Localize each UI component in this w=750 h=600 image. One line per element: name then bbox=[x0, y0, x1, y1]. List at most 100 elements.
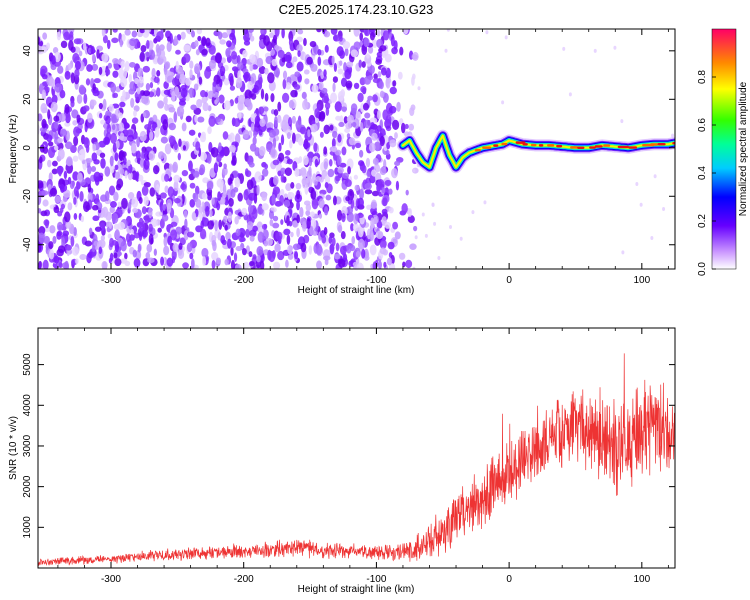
heatmap-cell bbox=[318, 112, 326, 122]
heatmap-cell bbox=[369, 244, 377, 256]
heatmap-cell bbox=[111, 240, 118, 246]
heatmap-cell bbox=[397, 71, 403, 80]
heatmap-cell bbox=[344, 179, 352, 187]
heatmap-cell bbox=[283, 228, 291, 236]
heatmap-cell bbox=[51, 168, 58, 175]
heatmap-cell bbox=[371, 39, 378, 48]
heatmap-cell bbox=[124, 252, 128, 260]
heatmap-cell bbox=[229, 85, 236, 91]
heatmap-cell bbox=[163, 96, 168, 106]
heatmap-cell bbox=[130, 143, 137, 154]
heatmap-cell bbox=[235, 228, 241, 237]
heatmap-cell bbox=[376, 109, 381, 120]
heatmap-cell bbox=[94, 226, 102, 232]
heatmap-cell bbox=[417, 86, 421, 91]
heatmap-cell bbox=[369, 32, 375, 41]
heatmap-cell bbox=[85, 157, 93, 164]
heatmap-cell bbox=[306, 217, 311, 230]
heatmap-cell bbox=[662, 206, 666, 211]
heatmap-cell bbox=[211, 252, 219, 261]
heatmap-cell bbox=[169, 33, 173, 44]
heatmap-cell bbox=[164, 173, 170, 182]
heatmap-cell bbox=[254, 171, 262, 183]
heatmap-cell bbox=[104, 68, 111, 76]
heatmap-cell bbox=[220, 195, 226, 205]
heatmap-cell bbox=[320, 71, 325, 80]
heatmap-cell bbox=[201, 131, 206, 139]
heatmap-cell bbox=[245, 228, 251, 238]
heatmap-cell bbox=[351, 236, 356, 245]
heatmap-cell bbox=[318, 81, 324, 91]
heatmap-cell bbox=[182, 262, 189, 269]
heatmap-cell bbox=[314, 108, 320, 118]
heatmap-cell bbox=[52, 160, 58, 167]
colorbar: 0.0 0.2 0.4 0.6 0.8 Normalized spectral ampl… bbox=[697, 28, 749, 276]
heatmap-cell bbox=[229, 173, 234, 182]
heatmap-cells bbox=[38, 29, 675, 269]
heatmap-cell bbox=[78, 84, 86, 95]
heatmap-cell bbox=[177, 152, 181, 161]
heatmap-cell bbox=[69, 31, 74, 38]
heatmap-cell bbox=[253, 131, 257, 138]
heatmap-cell bbox=[309, 225, 314, 236]
heatmap-cell bbox=[83, 137, 89, 145]
heatmap-cell bbox=[387, 241, 395, 250]
heatmap-cell bbox=[272, 215, 279, 222]
heatmap-cell bbox=[383, 159, 387, 170]
heatmap-cell bbox=[289, 139, 293, 149]
heatmap-cell bbox=[156, 47, 162, 57]
heatmap-cell bbox=[59, 129, 68, 137]
heatmap-cell bbox=[345, 80, 353, 89]
heatmap-cell bbox=[133, 105, 140, 112]
heatmap-cell bbox=[270, 146, 276, 158]
heatmap-cell bbox=[328, 236, 333, 244]
heatmap-cell bbox=[60, 40, 68, 49]
heatmap-cell bbox=[365, 157, 371, 168]
heatmap-cell bbox=[263, 240, 269, 247]
heatmap-cell bbox=[162, 203, 166, 211]
heatmap-cell bbox=[256, 254, 261, 263]
heatmap-cell bbox=[73, 196, 77, 205]
heatmap-cell bbox=[166, 202, 172, 214]
heatmap-cell bbox=[266, 41, 273, 52]
heatmap-cell bbox=[234, 177, 241, 188]
heatmap-cell bbox=[395, 180, 400, 191]
heatmap-cell bbox=[273, 175, 279, 186]
heatmap-cell bbox=[47, 141, 54, 147]
heatmap-cell bbox=[261, 168, 269, 177]
heatmap-cell bbox=[50, 101, 58, 113]
heatmap-cell bbox=[61, 237, 66, 248]
heatmap-cell bbox=[147, 257, 155, 264]
heatmap-cell bbox=[246, 221, 254, 231]
heatmap-cell bbox=[278, 142, 282, 152]
heatmap-cell bbox=[127, 134, 135, 142]
heatmap-cell bbox=[107, 62, 113, 69]
heatmap-cell bbox=[323, 124, 330, 135]
snr-ytick-label: 2000 bbox=[22, 475, 33, 498]
heatmap-cell bbox=[324, 206, 329, 216]
heatmap-cell bbox=[294, 71, 301, 78]
heatmap-cell bbox=[339, 50, 346, 59]
heatmap-cell bbox=[379, 247, 387, 255]
heatmap-cell bbox=[226, 238, 232, 249]
heatmap-cell bbox=[199, 152, 208, 161]
heatmap-cell bbox=[191, 30, 196, 38]
heatmap-cell bbox=[248, 29, 254, 33]
heatmap-cell bbox=[109, 252, 114, 262]
heatmap-cell bbox=[189, 199, 196, 208]
heatmap-cell bbox=[167, 235, 172, 246]
heatmap-cell bbox=[171, 77, 179, 86]
heatmap-cell bbox=[286, 131, 292, 140]
heatmap-cell bbox=[363, 248, 369, 259]
heatmap-cell bbox=[128, 88, 135, 95]
heatmap-cell bbox=[38, 226, 46, 235]
heatmap-cell bbox=[343, 116, 348, 124]
heatmap-cell bbox=[163, 81, 169, 89]
heatmap-cell bbox=[91, 53, 96, 63]
heatmap-cell bbox=[234, 133, 241, 145]
heatmap-cell bbox=[369, 229, 374, 242]
heatmap-cell bbox=[437, 256, 441, 261]
heatmap-cell bbox=[350, 103, 358, 113]
heatmap-cell bbox=[273, 109, 279, 117]
heatmap-cell bbox=[267, 249, 272, 261]
